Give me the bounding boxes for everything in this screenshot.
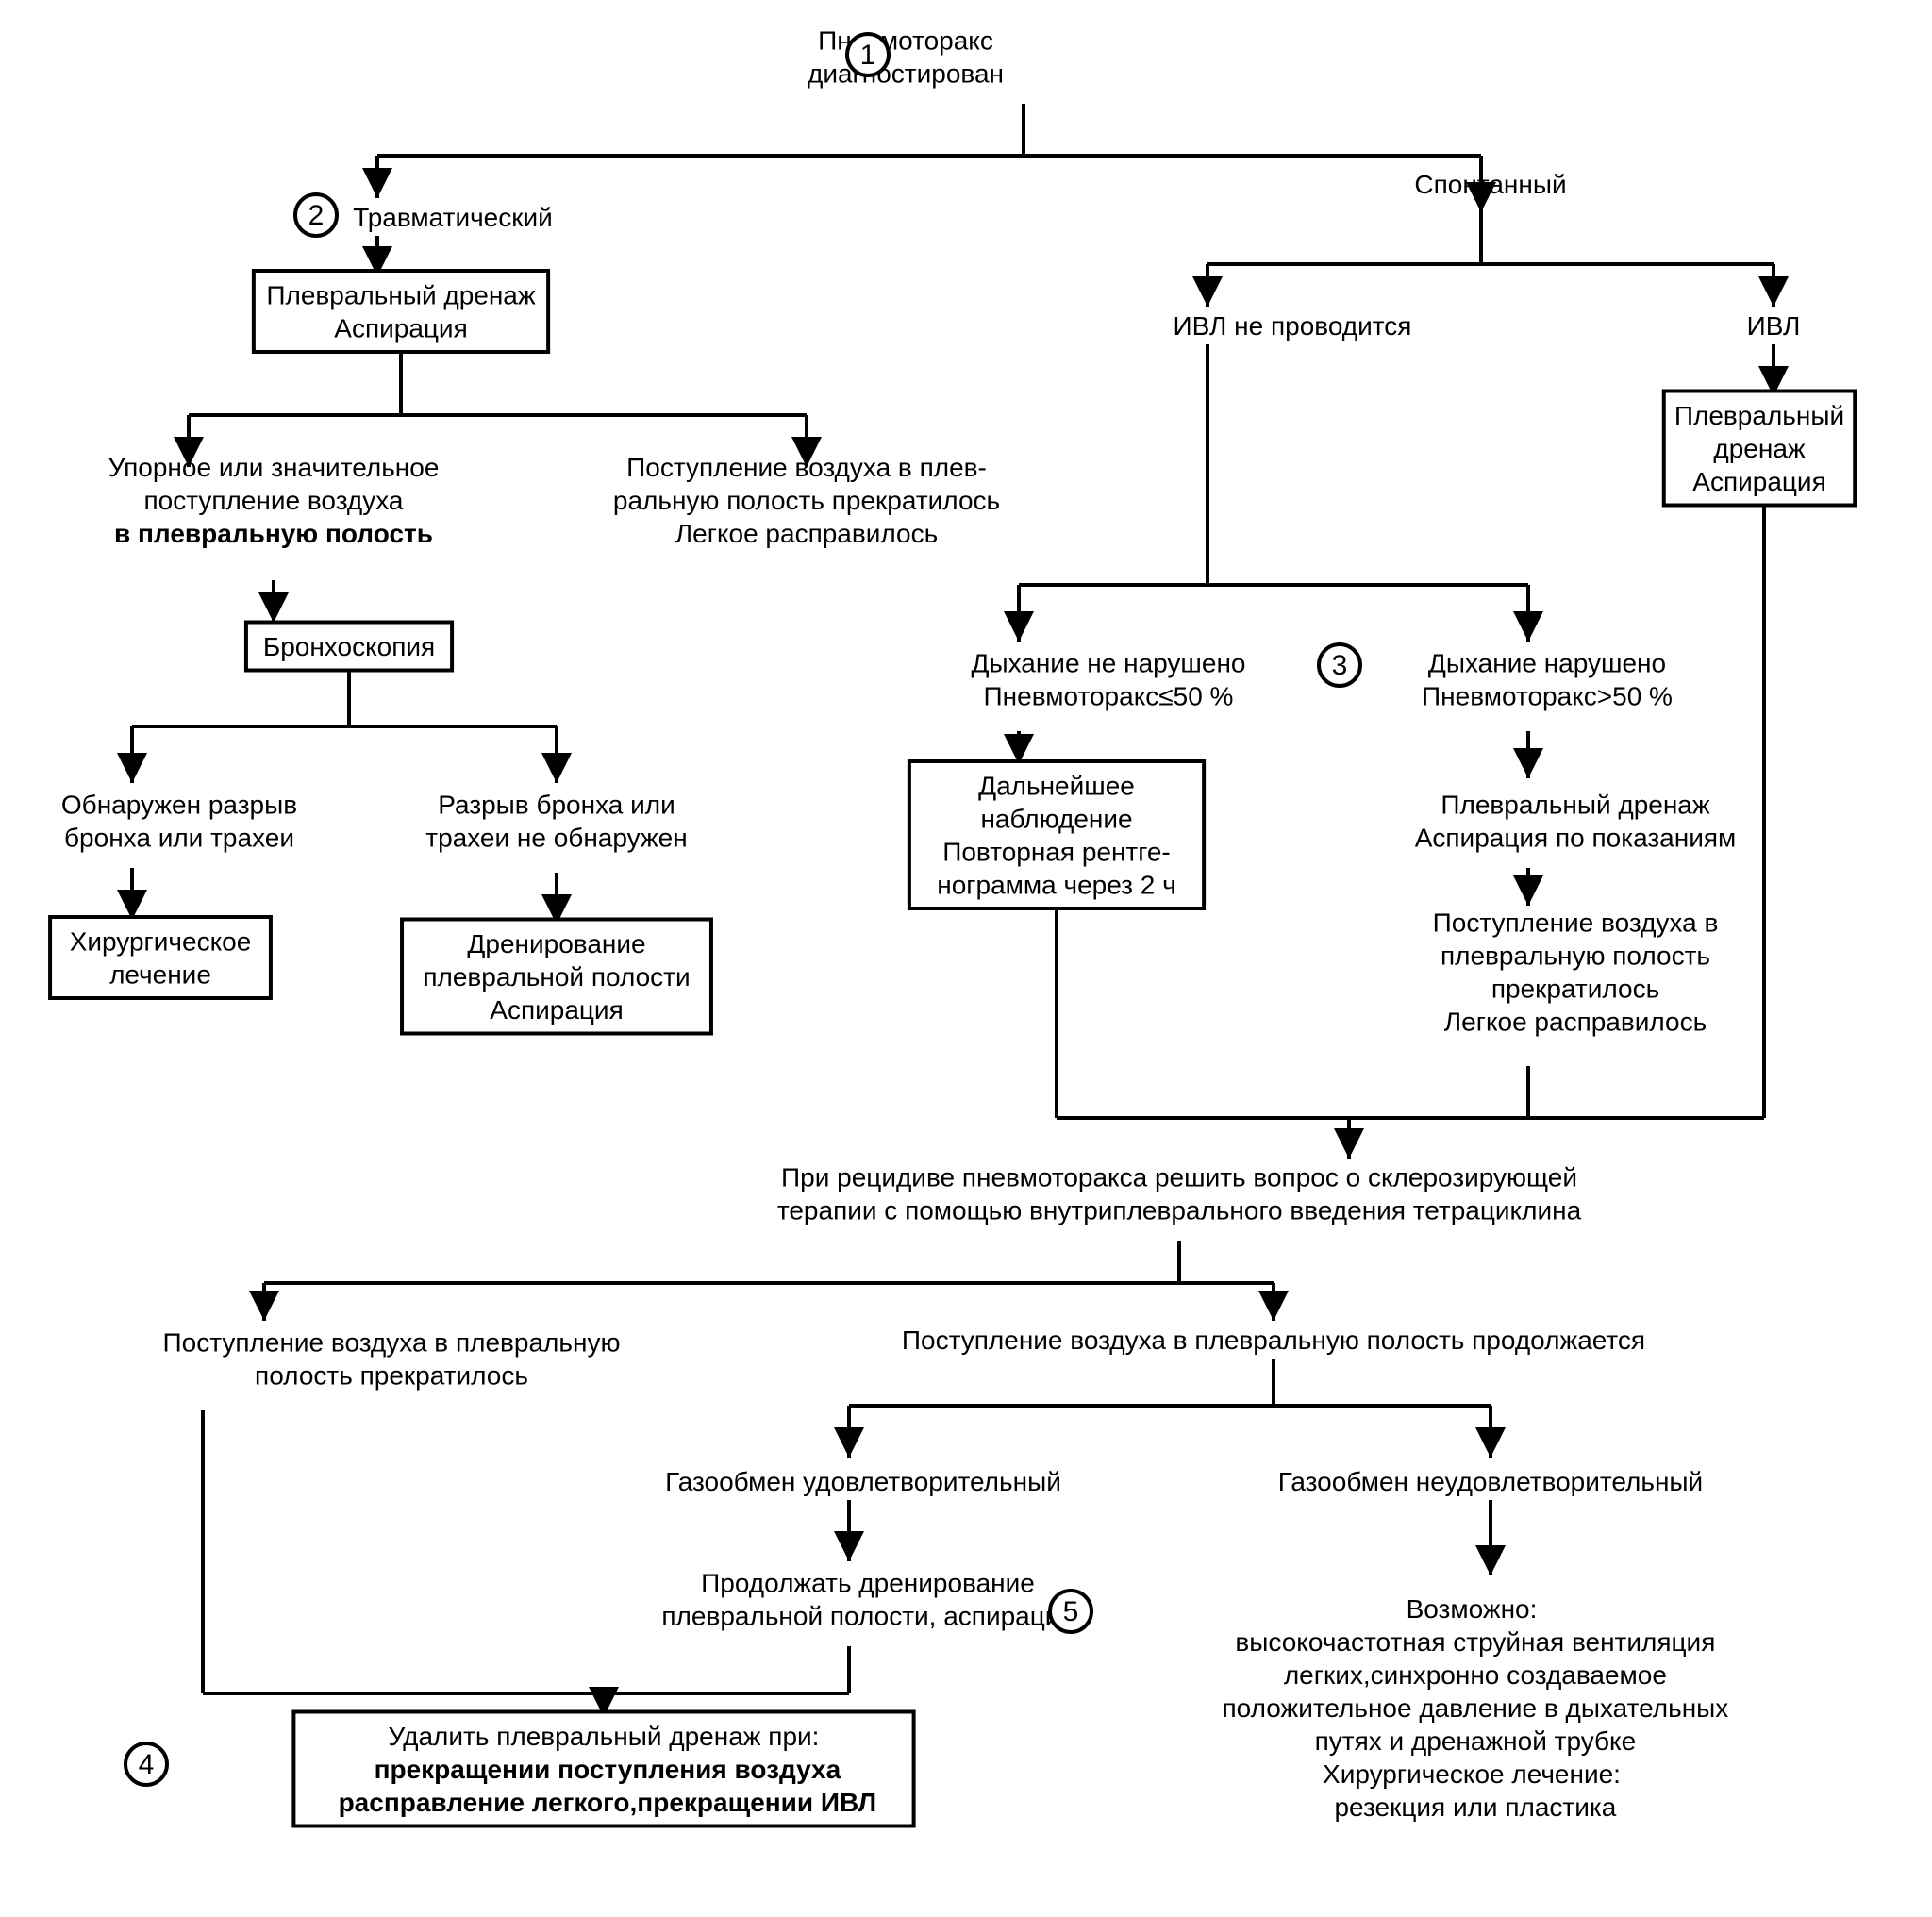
node-text: Пневмотораксдиагностирован <box>808 25 1004 88</box>
node-n13: Обнаружен разрывбронха или трахеи <box>61 790 297 852</box>
node-text: Обнаружен разрывбронха или трахеи <box>61 790 297 852</box>
node-n20: При рецидиве пневмоторакса решить вопрос… <box>777 1162 1582 1225</box>
node-n19: Поступление воздуха вплевральную полость… <box>1433 908 1719 1036</box>
node-n24: Газообмен неудовлетворительный <box>1278 1467 1703 1496</box>
node-n21: Поступление воздуха в плевральнуюполость… <box>163 1327 621 1390</box>
node-n17: Хирургическоелечение <box>50 917 271 998</box>
node-text: ИВЛ <box>1747 311 1801 341</box>
node-n14: Разрыв бронха илитрахеи не обнаружен <box>425 790 687 852</box>
node-text: Травматический <box>353 203 553 232</box>
node-n3: Спонтанный <box>1414 170 1566 199</box>
node-n25: Продолжать дренированиеплевральной полос… <box>661 1568 1074 1630</box>
circle-num: 2 <box>308 200 325 231</box>
circle-num: 1 <box>860 40 876 71</box>
node-n9: ПлевральныйдренажАспирация <box>1664 392 1855 506</box>
node-n26: Возможно: высокочастотная струйная венти… <box>1215 1594 1729 1822</box>
node-text: Поступление воздуха в плев-ральную полос… <box>613 453 1000 548</box>
node-text: Газообмен неудовлетворительный <box>1278 1467 1703 1496</box>
node-n8: Поступление воздуха в плев-ральную полос… <box>613 453 1000 548</box>
node-text: Плевральный дренажАспирация по показания… <box>1415 790 1737 852</box>
node-text: Поступление воздуха вплевральную полость… <box>1433 908 1719 1036</box>
node-text: Продолжать дренированиеплевральной полос… <box>661 1568 1074 1630</box>
node-text: Поступление воздуха в плевральнуюполость… <box>163 1327 621 1390</box>
node-n11: Дыхание не нарушеноПневмоторакс≤50 % <box>972 648 1246 710</box>
node-text: Спонтанный <box>1414 170 1566 199</box>
node-text: Бронхоскопия <box>263 632 435 661</box>
node-n15: ДальнейшеенаблюдениеПовторная рентге-ног… <box>909 761 1204 908</box>
node-n23: Газообмен удовлетворительный <box>665 1467 1061 1496</box>
node-n4: Плевральный дренажАспирация <box>254 271 548 352</box>
node-text: Удалить плевральный дренаж при: прекраще… <box>331 1722 876 1817</box>
node-text: ИВЛ не проводится <box>1174 311 1412 341</box>
node-n5: ИВЛ не проводится <box>1174 311 1412 341</box>
node-n2: Травматический <box>353 203 553 232</box>
node-n7: Упорное или значительноепоступление возд… <box>108 453 440 548</box>
node-n16: Плевральный дренажАспирация по показания… <box>1415 790 1737 852</box>
circle-num: 3 <box>1332 650 1348 681</box>
node-n18: Дренированиеплевральной полостиАспирация <box>402 920 711 1034</box>
node-text: Поступление воздуха в плевральную полост… <box>902 1325 1645 1355</box>
node-n10: Бронхоскопия <box>246 623 452 671</box>
circle-num: 5 <box>1063 1596 1079 1627</box>
node-text: Упорное или значительноепоступление возд… <box>108 453 440 548</box>
node-text: При рецидиве пневмоторакса решить вопрос… <box>777 1162 1582 1225</box>
node-text: Дыхание нарушеноПневмоторакс>50 % <box>1422 648 1673 710</box>
circle-num: 4 <box>139 1749 155 1780</box>
node-text: Разрыв бронха илитрахеи не обнаружен <box>425 790 687 852</box>
node-n6: ИВЛ <box>1747 311 1801 341</box>
node-text: Газообмен удовлетворительный <box>665 1467 1061 1496</box>
node-n22: Поступление воздуха в плевральную полост… <box>902 1325 1645 1355</box>
node-text: Дыхание не нарушеноПневмоторакс≤50 % <box>972 648 1246 710</box>
node-n27: Удалить плевральный дренаж при: прекраще… <box>293 1712 913 1826</box>
node-text: Возможно: высокочастотная струйная венти… <box>1215 1594 1729 1822</box>
node-n12: Дыхание нарушеноПневмоторакс>50 % <box>1422 648 1673 710</box>
nodes-layer: Пневмотораксдиагностирован Травматический… <box>50 25 1855 1825</box>
node-n1: Пневмотораксдиагностирован <box>808 25 1004 88</box>
